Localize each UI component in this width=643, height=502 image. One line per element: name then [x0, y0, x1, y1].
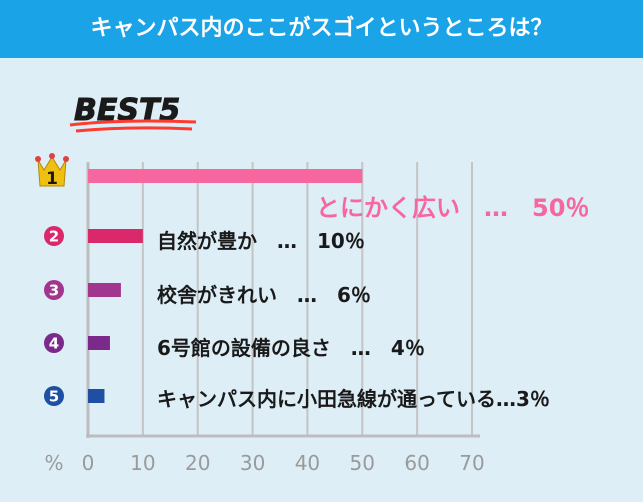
crown-jewel — [35, 156, 41, 162]
badge-underline — [69, 119, 197, 127]
crown-shape — [37, 156, 67, 187]
best5-badge: BEST5 — [69, 93, 197, 133]
x-tick-label: 40 — [295, 451, 320, 475]
crown-icon: 1 — [35, 153, 69, 189]
bar-5 — [88, 389, 105, 403]
rank-number: 3 — [49, 282, 59, 300]
x-tick-label: 50 — [350, 451, 375, 475]
x-tick-label: 60 — [404, 451, 429, 475]
x-tick-label: 20 — [185, 451, 210, 475]
x-tick-label: 30 — [240, 451, 265, 475]
title-bar: キャンパス内のここがスゴイというところは？ — [0, 0, 643, 58]
crown-jewel — [63, 156, 69, 162]
badge-underline-2 — [75, 126, 193, 133]
chart-title: キャンパス内のここがスゴイというところは？ — [90, 16, 553, 41]
bar-1 — [88, 169, 363, 183]
crown-jewel — [49, 153, 55, 159]
x-axis-unit: % — [44, 451, 63, 475]
rank-badge-2 — [44, 226, 64, 246]
bar-4 — [88, 336, 110, 350]
rank-number: 2 — [49, 228, 59, 246]
data-label-4: 6号館の設備の良さ … 4％ — [157, 336, 425, 360]
data-label-2: 自然が豊か … 10％ — [157, 229, 365, 253]
x-tick-label: 10 — [130, 451, 155, 475]
x-tick-label: 70 — [459, 451, 484, 475]
rank-badge-4 — [44, 333, 64, 353]
bar-3 — [88, 283, 121, 297]
rank-number: 1 — [46, 169, 58, 189]
rank-number: 4 — [49, 335, 59, 353]
data-label-3: 校舎がきれい … 6％ — [157, 283, 371, 307]
rank-number: 5 — [49, 388, 59, 406]
bar-2 — [88, 229, 143, 243]
data-label-5: キャンパス内に小田急線が通っている…3％ — [157, 387, 550, 411]
x-tick-label: 0 — [82, 451, 95, 475]
rank-badge-3 — [44, 280, 64, 300]
data-label-1: とにかく広い … 50％ — [316, 194, 589, 222]
rank-badge-5 — [44, 386, 64, 406]
